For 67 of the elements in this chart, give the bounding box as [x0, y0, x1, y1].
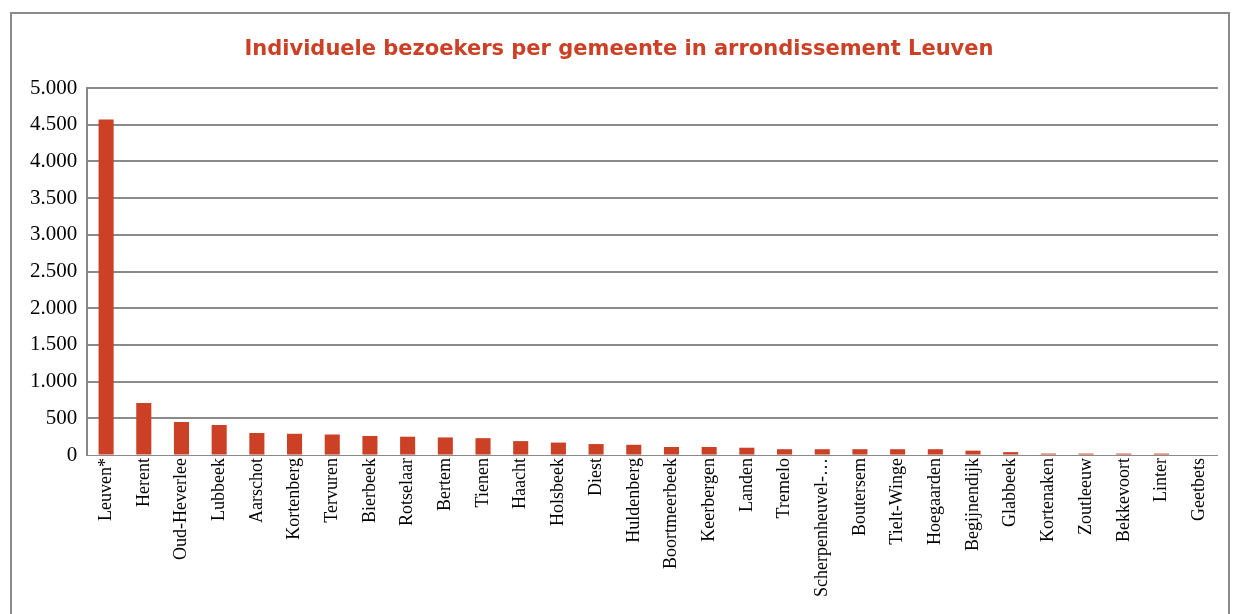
- bar: [890, 449, 906, 455]
- bar: [965, 450, 981, 455]
- y-tick-label: 5.000: [30, 74, 78, 99]
- bar: [437, 437, 453, 455]
- y-tick-label: 4.500: [30, 111, 78, 136]
- y-tick-label: 4.000: [30, 147, 78, 172]
- bar: [173, 422, 190, 455]
- bar: [814, 449, 830, 455]
- chart-title: Individuele bezoekers per gemeente in arrondissement Leuven: [243, 36, 995, 60]
- bar: [739, 447, 755, 455]
- x-tick-label: Geetbets: [1187, 458, 1208, 522]
- x-tick-label: Haacht: [509, 458, 530, 510]
- x-tick-label: Zoutleeuw: [1074, 458, 1095, 536]
- x-tick-label: Diest: [584, 458, 605, 497]
- x-tick-label: Landen: [735, 458, 756, 513]
- x-tick-label: Linter: [1150, 458, 1171, 503]
- bar: [249, 433, 265, 455]
- x-tick-label: Tienen: [471, 458, 492, 508]
- bar: [324, 434, 340, 455]
- x-tick-label: Kortenberg: [283, 458, 304, 540]
- bar: [927, 449, 943, 455]
- bar: [362, 435, 378, 455]
- x-tick-label: Keerbergen: [697, 458, 718, 542]
- bar: [98, 119, 114, 455]
- y-tick-label: 0: [66, 441, 78, 466]
- bar: [663, 446, 680, 455]
- bar: [550, 442, 566, 455]
- y-tick-label: 3.000: [30, 221, 78, 246]
- x-tick-label: Hoegaarden: [924, 458, 945, 546]
- bar: [626, 444, 642, 455]
- x-tick-label: Bekkevoort: [1112, 458, 1133, 543]
- y-tick-label: 1.000: [30, 368, 78, 393]
- x-tick-label: Glabbeek: [999, 458, 1020, 528]
- x-tick-label: Tremelo: [773, 458, 794, 519]
- x-tick-label: Oud-Heverlee: [170, 458, 191, 561]
- bar: [1003, 452, 1019, 455]
- y-tick-label: 500: [45, 404, 78, 429]
- bar: [136, 402, 152, 455]
- bar: [588, 444, 604, 455]
- bar: [287, 433, 303, 455]
- bar: [400, 436, 416, 455]
- x-tick-label: Bertem: [434, 458, 455, 512]
- x-tick-label: Begijnendijk: [961, 458, 982, 552]
- y-tick-label: 3.500: [30, 184, 78, 209]
- x-tick-label: Kortenaken: [1037, 458, 1058, 543]
- x-tick-label: Tervuren: [320, 458, 341, 523]
- x-tick-label: Rotselaar: [396, 458, 417, 527]
- bar: [852, 449, 868, 455]
- bar: [777, 449, 793, 455]
- bar: [513, 441, 529, 455]
- x-tick-label: Aarschot: [245, 458, 266, 524]
- y-tick-label: 2.000: [30, 294, 78, 319]
- x-tick-label: Lubbeek: [207, 458, 228, 522]
- bar: [475, 438, 491, 455]
- x-tick-label: Huldenberg: [622, 458, 643, 543]
- x-tick-label: Herent: [132, 458, 153, 508]
- x-tick-label: Boortmeerbeek: [660, 458, 681, 570]
- bar: [701, 446, 717, 455]
- x-tick-label: Scherpenheuvel-…: [810, 458, 831, 598]
- y-tick-label: 2.500: [30, 258, 78, 283]
- x-tick-label: Boutersem: [848, 458, 869, 537]
- y-tick-label: 1.500: [30, 331, 78, 356]
- x-tick-label: Tielt-Winge: [886, 458, 907, 545]
- x-tick-label: Holsbeek: [547, 458, 568, 527]
- x-tick-label: Leuven*: [94, 458, 115, 522]
- x-tick-label: Bierbeek: [358, 458, 379, 524]
- bar: [211, 424, 227, 455]
